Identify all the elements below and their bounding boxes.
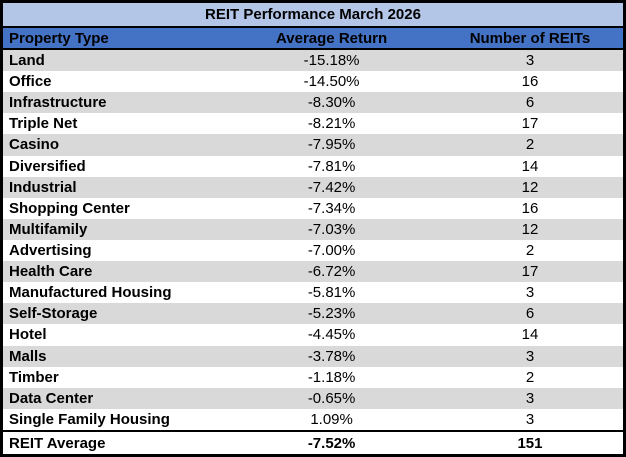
reit-count-cell: 3 <box>525 347 535 365</box>
average-return-cell: -0.65% <box>307 389 356 407</box>
property-type-cell: Industrial <box>9 178 77 196</box>
table-row: Self-Storage -5.23% 6 <box>3 303 623 325</box>
table-row: Hotel -4.45% 14 <box>3 324 623 346</box>
reit-count-cell: 6 <box>525 305 535 323</box>
property-type-cell: Data Center <box>9 389 94 407</box>
average-return-cell: -7.03% <box>307 220 356 238</box>
table-title-bar: REIT Performance March 2026 <box>3 3 623 28</box>
property-type-cell: Malls <box>9 347 47 365</box>
average-return-cell: -7.81% <box>307 157 356 175</box>
property-type-cell: Office <box>9 73 52 91</box>
reit-count-cell: 17 <box>521 263 539 281</box>
reit-count-cell: 2 <box>525 368 535 386</box>
table-title: REIT Performance March 2026 <box>205 6 421 23</box>
reit-count-cell: 3 <box>525 284 535 302</box>
reit-count-cell: 14 <box>521 157 539 175</box>
reit-count-cell: 3 <box>525 410 535 428</box>
reit-count-cell: 3 <box>525 52 535 70</box>
average-return-cell: -8.30% <box>307 94 356 112</box>
property-type-cell: Self-Storage <box>9 305 98 323</box>
average-return-cell: -1.18% <box>307 368 356 386</box>
reit-count-cell: 6 <box>525 94 535 112</box>
footer-property-label: REIT Average <box>9 434 106 452</box>
average-return-cell: 1.09% <box>310 410 353 428</box>
table-row: Shopping Center -7.34% 16 <box>3 197 623 219</box>
table-row: Malls -3.78% 3 <box>3 345 623 367</box>
reit-count-cell: 2 <box>525 242 535 260</box>
table-header-row: Property Type Average Return Number of R… <box>3 28 623 50</box>
property-type-cell: Land <box>9 52 45 70</box>
column-header-average-return: Average Return <box>276 29 388 47</box>
reit-count-cell: 12 <box>521 220 539 238</box>
reit-count-cell: 16 <box>521 199 539 217</box>
reit-count-cell: 16 <box>521 73 539 91</box>
average-return-cell: -8.21% <box>307 115 356 133</box>
table-row: Casino -7.95% 2 <box>3 134 623 156</box>
average-return-cell: -5.23% <box>307 305 356 323</box>
table-row: Health Care -6.72% 17 <box>3 261 623 283</box>
table-row: Infrastructure -8.30% 6 <box>3 92 623 114</box>
property-type-cell: Diversified <box>9 157 86 175</box>
table-body: Land -15.18% 3 Office -14.50% 16 Infrast… <box>3 50 623 430</box>
property-type-cell: Manufactured Housing <box>9 284 172 302</box>
reit-count-cell: 2 <box>525 136 535 154</box>
column-header-number-of-reits: Number of REITs <box>469 29 591 47</box>
property-type-cell: Infrastructure <box>9 94 107 112</box>
property-type-cell: Health Care <box>9 263 93 281</box>
table-row: Industrial -7.42% 12 <box>3 176 623 198</box>
table-footer-row: REIT Average -7.52% 151 <box>3 430 623 454</box>
table-row: Data Center -0.65% 3 <box>3 387 623 409</box>
table-row: Single Family Housing 1.09% 3 <box>3 408 623 430</box>
average-return-cell: -7.34% <box>307 199 356 217</box>
footer-average-return: -7.52% <box>307 434 356 452</box>
average-return-cell: -5.81% <box>307 284 356 302</box>
property-type-cell: Single Family Housing <box>9 410 170 428</box>
table-row: Triple Net -8.21% 17 <box>3 113 623 135</box>
property-type-cell: Advertising <box>9 242 92 260</box>
reit-count-cell: 12 <box>521 178 539 196</box>
average-return-cell: -3.78% <box>307 347 356 365</box>
average-return-cell: -4.45% <box>307 326 356 344</box>
average-return-cell: -15.18% <box>303 52 360 70</box>
table-row: Multifamily -7.03% 12 <box>3 218 623 240</box>
average-return-cell: -6.72% <box>307 263 356 281</box>
table-row: Timber -1.18% 2 <box>3 366 623 388</box>
average-return-cell: -14.50% <box>303 73 360 91</box>
average-return-cell: -7.00% <box>307 242 356 260</box>
footer-reit-count: 151 <box>517 434 543 452</box>
table-row: Office -14.50% 16 <box>3 71 623 93</box>
table-row: Manufactured Housing -5.81% 3 <box>3 282 623 304</box>
property-type-cell: Timber <box>9 368 59 386</box>
table-row: Land -15.18% 3 <box>3 50 623 72</box>
average-return-cell: -7.95% <box>307 136 356 154</box>
property-type-cell: Multifamily <box>9 220 88 238</box>
property-type-cell: Casino <box>9 136 60 154</box>
property-type-cell: Shopping Center <box>9 199 130 217</box>
table-row: Diversified -7.81% 14 <box>3 155 623 177</box>
reit-count-cell: 3 <box>525 389 535 407</box>
average-return-cell: -7.42% <box>307 178 356 196</box>
column-header-property-type: Property Type <box>9 29 109 47</box>
reit-count-cell: 14 <box>521 326 539 344</box>
table-row: Advertising -7.00% 2 <box>3 239 623 262</box>
property-type-cell: Triple Net <box>9 115 78 133</box>
reit-count-cell: 17 <box>521 115 539 133</box>
property-type-cell: Hotel <box>9 326 47 344</box>
